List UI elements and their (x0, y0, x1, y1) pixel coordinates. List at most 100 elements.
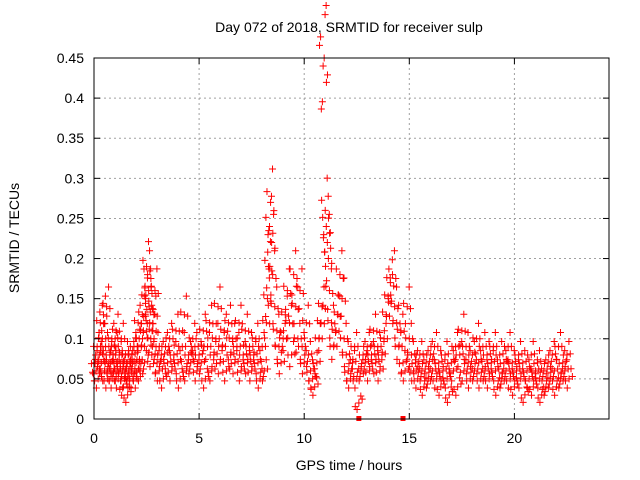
data-point (400, 327, 408, 335)
data-point (196, 325, 204, 333)
data-point (276, 334, 284, 342)
data-point (411, 350, 419, 358)
data-point (466, 347, 474, 355)
data-point (287, 301, 295, 309)
data-point (146, 363, 154, 371)
data-point (475, 384, 483, 392)
data-point (262, 319, 270, 327)
data-point (95, 334, 103, 342)
data-point (153, 312, 161, 320)
data-point (382, 312, 390, 320)
data-point (487, 365, 495, 373)
data-point (347, 370, 355, 378)
data-point (540, 391, 548, 399)
data-point (149, 305, 157, 313)
data-point (148, 327, 156, 335)
data-point (493, 356, 501, 364)
data-point (418, 391, 426, 399)
data-point (143, 334, 151, 342)
data-point (150, 355, 158, 363)
data-point (529, 383, 537, 391)
data-point (199, 347, 207, 355)
data-point (390, 247, 398, 255)
data-point (399, 359, 407, 367)
data-point (330, 341, 338, 349)
data-point (329, 290, 337, 298)
data-point (100, 355, 108, 363)
data-point (177, 308, 185, 316)
data-point (205, 328, 213, 336)
data-point (147, 341, 155, 349)
data-point (118, 351, 126, 359)
data-point (309, 391, 317, 399)
data-point (414, 347, 422, 355)
data-point (540, 360, 548, 368)
data-point (344, 338, 352, 346)
data-point (180, 328, 188, 336)
data-point (135, 355, 143, 363)
data-point (206, 319, 214, 327)
data-point (437, 383, 445, 391)
data-point (514, 380, 522, 388)
data-point (214, 370, 222, 378)
data-point (385, 265, 393, 273)
data-point (316, 320, 324, 328)
data-point (185, 370, 193, 378)
data-point (524, 351, 532, 359)
data-point (522, 357, 530, 365)
data-point (269, 271, 277, 279)
data-point (443, 398, 451, 406)
data-point (537, 357, 545, 365)
data-point (475, 342, 483, 350)
data-point (287, 290, 295, 298)
data-point (238, 320, 246, 328)
data-point (429, 377, 437, 385)
data-point (399, 310, 407, 318)
data-point (392, 274, 400, 282)
data-point (179, 372, 187, 380)
data-point (383, 274, 391, 282)
data-point (315, 334, 323, 342)
data-point (561, 363, 569, 371)
data-point (393, 319, 401, 327)
data-point (561, 377, 569, 385)
data-point (361, 338, 369, 346)
data-point (144, 357, 152, 365)
data-point (361, 355, 369, 363)
data-point (553, 355, 561, 363)
data-point (153, 359, 161, 367)
data-point (441, 384, 449, 392)
data-point (337, 334, 345, 342)
data-point (306, 338, 314, 346)
data-point (238, 325, 246, 333)
data-point (348, 365, 356, 373)
data-point (154, 328, 162, 336)
data-point (89, 370, 97, 378)
data-point (485, 338, 493, 346)
data-point (531, 350, 539, 358)
data-point (321, 11, 329, 19)
data-point (187, 342, 195, 350)
data-point (456, 368, 464, 376)
data-point (103, 303, 111, 311)
data-point (257, 368, 265, 376)
data-point (543, 377, 551, 385)
data-point (200, 342, 208, 350)
data-point (370, 342, 378, 350)
x-tick-label: 15 (402, 430, 418, 446)
data-point (134, 319, 142, 327)
data-point (292, 247, 300, 255)
data-point (519, 365, 527, 373)
data-point (414, 368, 422, 376)
data-point (391, 334, 399, 342)
data-point (174, 384, 182, 392)
data-point (492, 391, 500, 399)
data-point (341, 297, 349, 305)
data-point (288, 299, 296, 307)
data-point (372, 355, 380, 363)
data-point (144, 351, 152, 359)
data-point (477, 355, 485, 363)
data-point (557, 368, 565, 376)
data-point (486, 342, 494, 350)
